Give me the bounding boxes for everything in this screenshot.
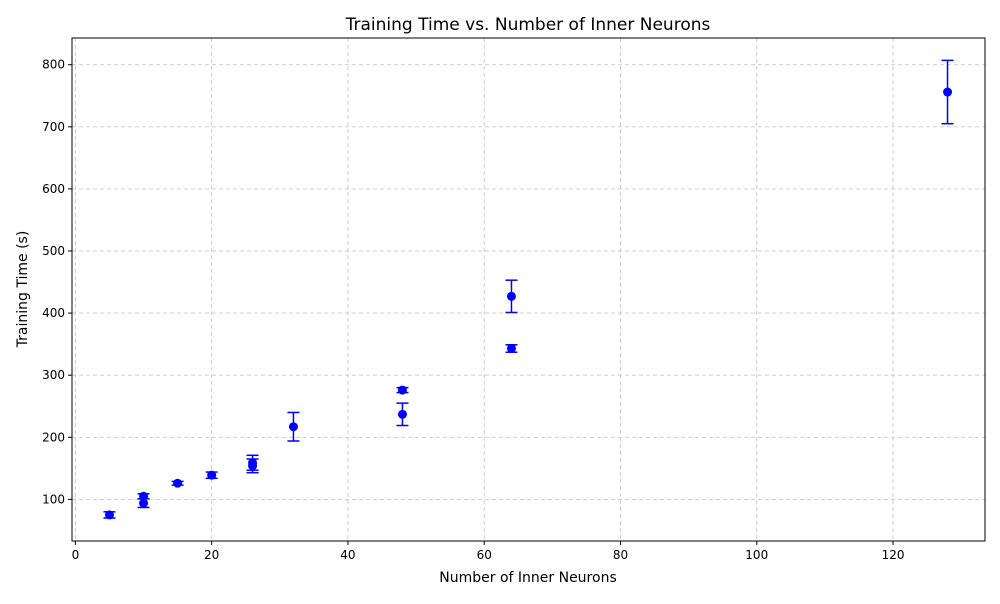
- x-tick-label: 80: [613, 548, 628, 562]
- y-tick-label: 500: [42, 244, 65, 258]
- data-point: [288, 422, 298, 432]
- x-axis-label: Number of Inner Neurons: [439, 570, 616, 586]
- data-marks: [103, 59, 954, 520]
- y-tick-label: 300: [42, 368, 65, 382]
- data-point-group: [941, 59, 954, 125]
- y-tick-label: 400: [42, 306, 65, 320]
- y-tick-label: 200: [42, 430, 65, 444]
- data-point-group: [246, 458, 259, 474]
- data-point: [104, 510, 114, 520]
- y-tick-label: 600: [42, 182, 65, 196]
- data-point: [506, 291, 516, 301]
- grid: [72, 38, 985, 541]
- data-point-group: [287, 411, 300, 442]
- data-point-group: [396, 402, 409, 427]
- data-point-group: [171, 478, 184, 488]
- data-point-group: [396, 385, 409, 395]
- data-point: [397, 385, 407, 395]
- data-point-group: [103, 510, 116, 520]
- data-point: [943, 87, 953, 97]
- y-axis-label: Training Time (s): [15, 231, 31, 349]
- data-point: [139, 498, 149, 508]
- x-tick-label: 60: [477, 548, 492, 562]
- chart-title: Training Time vs. Number of Inner Neuron…: [345, 15, 711, 35]
- data-point: [397, 409, 407, 419]
- data-point-group: [205, 470, 218, 480]
- x-tick-label: 0: [72, 548, 80, 562]
- y-axis-ticks: 100 200 300 400 500 600 700 800: [42, 58, 72, 506]
- data-point: [173, 478, 183, 488]
- data-point: [207, 470, 217, 480]
- y-tick-label: 100: [42, 492, 65, 506]
- x-tick-label: 20: [204, 548, 219, 562]
- data-point: [506, 343, 516, 353]
- data-point-group: [505, 279, 518, 314]
- data-point-group: [505, 343, 518, 353]
- data-point-group: [137, 498, 150, 509]
- plot-frame: [71, 37, 986, 542]
- x-tick-label: 100: [745, 548, 768, 562]
- x-tick-label: 40: [340, 548, 355, 562]
- data-point: [248, 461, 258, 471]
- x-tick-label: 120: [882, 548, 905, 562]
- x-axis-ticks: 0 20 40 60 80 100 120: [72, 541, 905, 562]
- y-tick-label: 800: [42, 58, 65, 72]
- y-tick-label: 700: [42, 120, 65, 134]
